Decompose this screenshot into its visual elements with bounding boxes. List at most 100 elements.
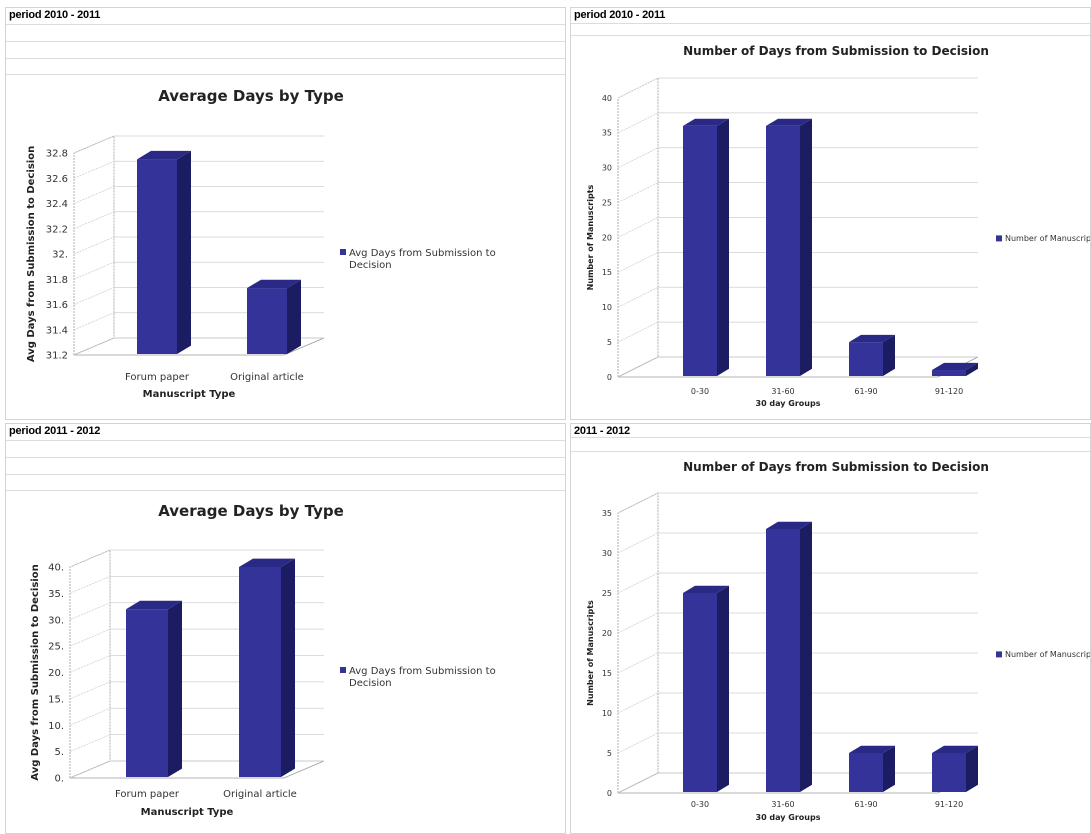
gridline-diagonal xyxy=(617,252,659,273)
bar xyxy=(932,753,966,792)
gridline-diagonal xyxy=(617,612,659,634)
y-tick-label: 35 xyxy=(602,509,612,518)
chart-title: Number of Days from Submission to Decisi… xyxy=(683,44,989,58)
gridline-diagonal xyxy=(617,182,659,203)
bar-side xyxy=(281,558,295,777)
gridline-diagonal xyxy=(617,217,659,238)
y-tick-label: 10 xyxy=(602,709,612,718)
legend-label: Avg Days from Submission to xyxy=(349,666,496,677)
bar xyxy=(126,609,168,777)
row-divider xyxy=(6,58,565,59)
y-tick-label: 31.4 xyxy=(46,325,68,336)
y-tick-label: 20 xyxy=(602,233,612,242)
x-tick-label: 61-90 xyxy=(854,387,877,396)
gridline-diagonal xyxy=(69,655,111,673)
y-tick-label: 35 xyxy=(602,129,612,138)
gridline-diagonal xyxy=(73,160,115,179)
y-tick-label: 32.4 xyxy=(46,199,68,210)
y-axis-title: Avg Days from Submission to Decision xyxy=(30,564,41,780)
y-tick-label: 25 xyxy=(602,589,612,598)
chart-title: Number of Days from Submission to Decisi… xyxy=(683,460,989,474)
row-divider xyxy=(6,24,565,25)
x-tick-label: Forum paper xyxy=(125,372,190,383)
y-tick-label: 32. xyxy=(52,250,68,261)
bar xyxy=(766,125,800,377)
bar-side xyxy=(883,745,895,792)
chart-panel-1: period 2010 - 2011 Average Days by Type 3… xyxy=(5,7,566,420)
gridline-diagonal xyxy=(69,602,111,621)
y-tick-label: 5 xyxy=(607,338,612,347)
x-tick-label: 91-120 xyxy=(935,800,963,809)
bar-side xyxy=(287,279,301,354)
y-tick-label: 20. xyxy=(48,668,64,679)
gridline-diagonal xyxy=(73,135,115,154)
row-divider xyxy=(6,440,565,441)
period-label: period 2010 - 2011 xyxy=(574,9,666,21)
x-tick-label: Original article xyxy=(230,372,304,383)
bar xyxy=(932,370,966,376)
x-tick-label: 31-60 xyxy=(771,800,794,809)
x-tick-label: 0-30 xyxy=(691,387,709,396)
row-divider xyxy=(571,35,1090,36)
chart-panel-2: period 2010 - 2011 Number of Days from S… xyxy=(570,7,1091,420)
gridline-diagonal xyxy=(73,261,115,280)
bar-side xyxy=(883,334,895,376)
row-divider xyxy=(6,474,565,475)
bar-side xyxy=(717,118,729,376)
gridline-diagonal xyxy=(617,356,659,378)
bar-side xyxy=(966,745,978,792)
y-axis-title: Avg Days from Submission to Decision xyxy=(26,146,37,362)
bar-side xyxy=(800,521,812,792)
bar-top xyxy=(683,118,729,126)
bar-top xyxy=(683,585,729,593)
legend-swatch xyxy=(340,667,346,673)
bar-chart: Average Days by Type 31.2 31.4 31.6 31.8 32. 3… xyxy=(26,87,496,400)
y-tick-label: 31.8 xyxy=(46,275,68,286)
x-tick-label: 61-90 xyxy=(854,800,877,809)
y-tick-label: 5 xyxy=(607,749,612,758)
gridline-diagonal xyxy=(73,236,115,255)
gridline-diagonal xyxy=(617,492,659,514)
y-tick-label: 5. xyxy=(54,747,64,758)
y-tick-label: 10 xyxy=(602,303,612,312)
gridline-diagonal xyxy=(69,681,111,700)
y-axis-title: Number of Manuscripts xyxy=(586,184,595,290)
y-tick-label: 32.8 xyxy=(46,149,68,160)
x-axis-title: Manuscript Type xyxy=(143,389,236,400)
bar xyxy=(683,125,717,377)
bar-top xyxy=(849,745,895,753)
bar-side xyxy=(177,150,191,354)
y-axis-title: Number of Manuscripts xyxy=(586,600,595,706)
gridline-diagonal xyxy=(617,772,659,794)
y-tick-label: 31.6 xyxy=(46,300,68,311)
bar xyxy=(849,342,883,376)
x-tick-label: Forum paper xyxy=(115,789,180,800)
chart-panel-3: period 2011 - 2012 Average Days by Type 0… xyxy=(5,423,566,834)
gridline-diagonal xyxy=(69,549,111,568)
y-tick-label: 0 xyxy=(607,373,612,382)
bar-chart: Number of Days from Submission to Decisi… xyxy=(586,44,1090,408)
bar-top xyxy=(766,118,812,126)
legend-swatch xyxy=(996,235,1002,242)
y-tick-label: 20 xyxy=(602,629,612,638)
gridline-diagonal xyxy=(617,532,659,554)
gridline-diagonal xyxy=(73,312,115,331)
gridline-diagonal xyxy=(69,734,111,752)
side-wall xyxy=(617,492,659,794)
gridline-diagonal xyxy=(617,77,659,99)
y-tick-label: 32.2 xyxy=(46,224,68,235)
bar xyxy=(247,288,287,354)
bar xyxy=(239,567,281,777)
bar-top xyxy=(239,558,295,567)
gridline-diagonal xyxy=(69,628,111,647)
gridline-diagonal xyxy=(617,321,659,343)
gridline-diagonal xyxy=(69,576,111,594)
period-label: period 2011 - 2012 xyxy=(9,425,101,437)
y-tick-label: 35. xyxy=(48,589,64,600)
y-tick-label: 0. xyxy=(54,774,64,785)
y-tick-label: 31.2 xyxy=(46,351,68,362)
x-axis-title: 30 day Groups xyxy=(756,813,821,822)
y-tick-label: 30 xyxy=(602,164,612,173)
chart-title: Average Days by Type xyxy=(158,502,344,520)
row-divider xyxy=(6,41,565,42)
